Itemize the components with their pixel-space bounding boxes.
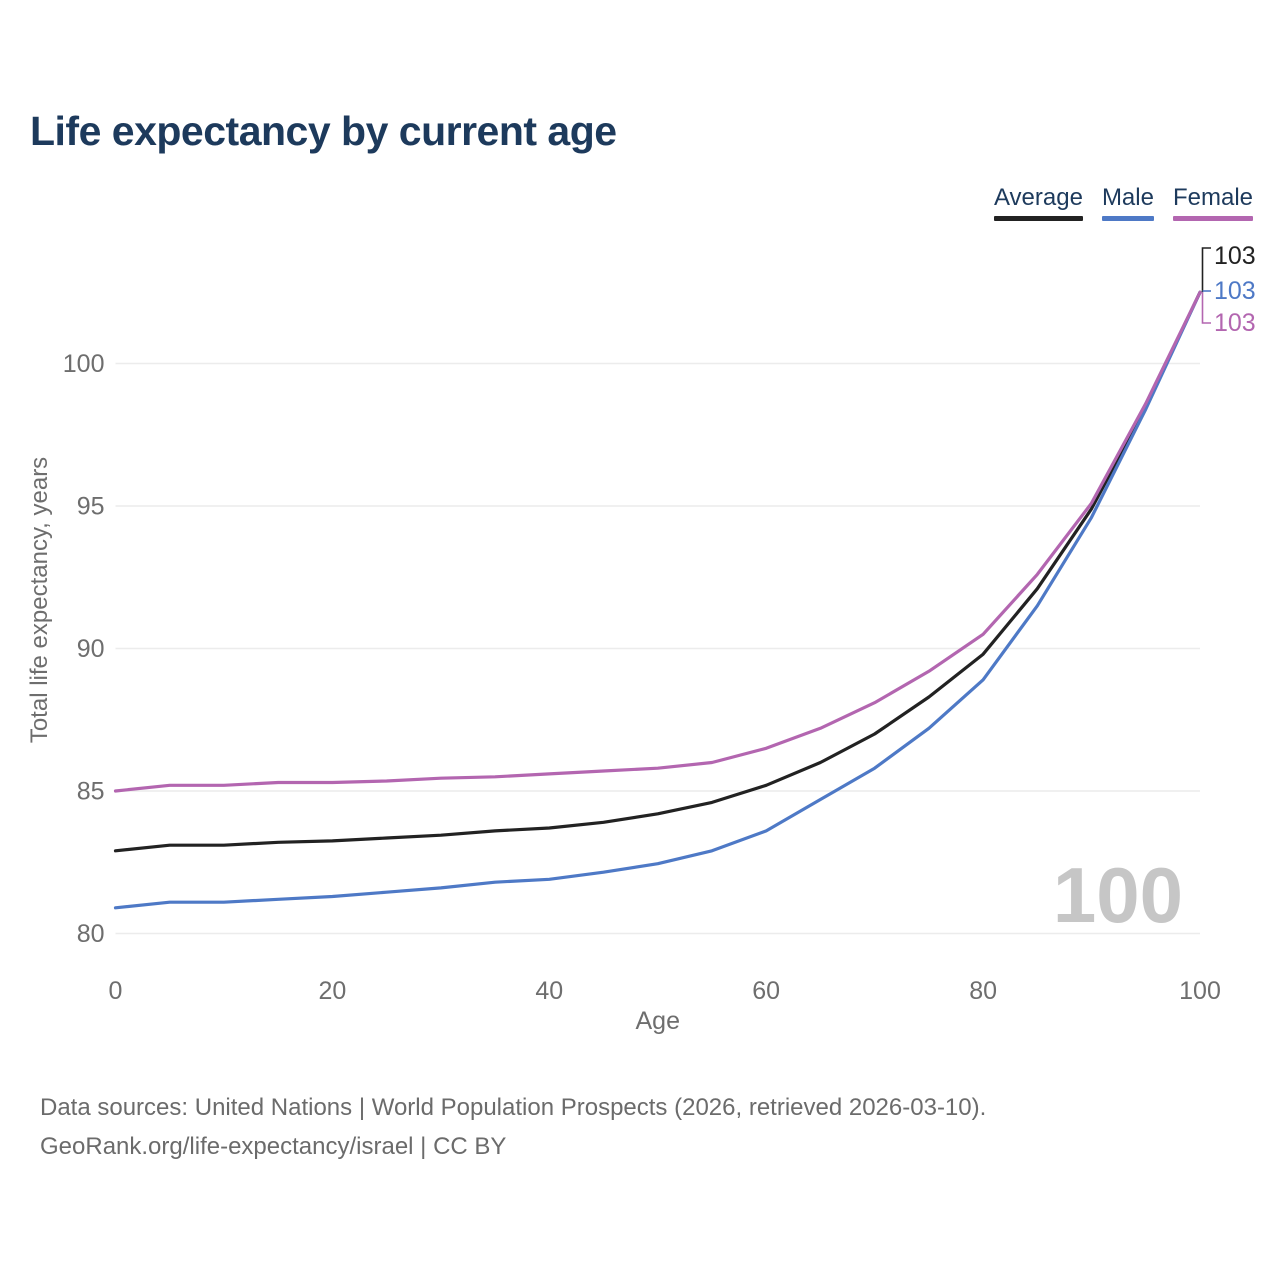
chart-legend: Average Male Female [993,184,1253,221]
x-tick-label: 20 [318,977,346,1005]
legend-label-average: Average [993,184,1083,211]
x-tick-label: 80 [969,977,997,1005]
legend-item-average[interactable]: Average [993,184,1083,221]
footer-attribution: GeoRank.org/life-expectancy/israel | CC … [40,1133,507,1160]
y-tick-label: 90 [77,635,105,663]
y-tick-label: 95 [77,493,105,521]
x-tick-label: 60 [752,977,780,1005]
x-tick-label: 40 [535,977,563,1005]
end-value-label-average: 103 [1214,242,1256,270]
series-line-male [113,290,1202,910]
series-line-average [113,290,1202,853]
end-label-connector-female [1201,292,1211,324]
x-tick-label: 100 [1179,977,1221,1005]
footer-sources: Data sources: United Nations | World Pop… [40,1094,987,1121]
watermark-age-100: 100 [1053,851,1183,939]
legend-label-male: Male [1101,184,1154,211]
legend-color-bar-female [1172,215,1253,221]
end-value-label-male: 103 [1214,277,1256,305]
y-tick-label: 80 [77,920,105,948]
legend-color-bar-male [1101,215,1154,221]
y-tick-label: 100 [63,350,105,378]
legend-label-female: Female [1172,184,1253,211]
legend-item-female[interactable]: Female [1172,184,1253,221]
x-axis-title: Age [636,1007,680,1035]
y-tick-label: 85 [77,778,105,806]
x-tick-label: 0 [109,977,123,1005]
page-title: Life expectancy by current age [30,108,617,154]
end-value-label-female: 103 [1214,309,1256,337]
end-label-connector-average [1201,247,1211,293]
footer: Data sources: United Nations | World Pop… [40,1088,986,1166]
legend-color-bar-average [993,215,1083,221]
legend-item-male[interactable]: Male [1101,184,1154,221]
series-line-female [113,290,1202,793]
y-axis-title: Total life expectancy, years [26,457,53,743]
